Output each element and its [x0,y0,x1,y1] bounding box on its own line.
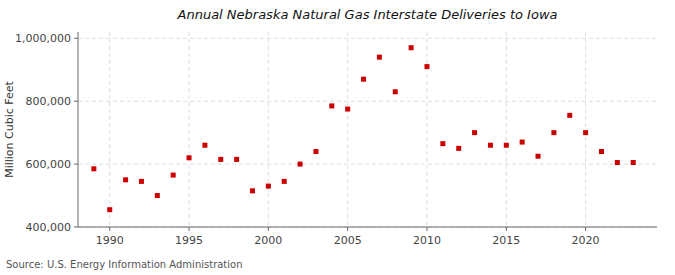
x-tick [426,227,427,231]
point [409,45,414,50]
y-grid-line [78,101,657,102]
x-tick-label: 1990 [96,234,124,247]
points [91,45,635,212]
point [551,130,556,135]
x-tick [347,227,348,231]
y-tick-label: 800,000 [26,95,72,108]
point [139,179,144,184]
point [377,55,382,60]
grid [78,32,657,227]
point [298,162,303,167]
x-grid-line [347,32,348,227]
point [440,141,445,146]
point [187,155,192,160]
point [218,157,223,162]
y-tick-label: 400,000 [26,221,72,234]
point [567,113,572,118]
x-grid-line [506,32,507,227]
x-tick-label: 2010 [413,234,441,247]
x-grid-line [426,32,427,227]
point [599,149,604,154]
title: Annual Nebraska Natural Gas Interstate D… [177,7,558,22]
y-tick [74,164,78,165]
x-grid-line [268,32,269,227]
chart: 400,000 600,000 800,000 1,000,000 1990 1995 20… [0,0,675,275]
y-grid-line [78,227,657,228]
x-tick [109,227,110,231]
y-tick-label: 600,000 [26,158,72,171]
y-tick [74,101,78,102]
point [313,149,318,154]
point [472,130,477,135]
point [266,184,271,189]
point [171,173,176,178]
x-grid-line [585,32,586,227]
y-grid-line [78,164,657,165]
point [393,89,398,94]
x-grid-line [109,32,110,227]
point [329,103,334,108]
point [583,130,588,135]
point [424,64,429,69]
x-tick-label: 2000 [254,234,282,247]
y-axis-label: Million Cubic Feet [3,80,16,177]
point [536,154,541,159]
point [234,157,239,162]
x-tick [189,227,190,231]
point [155,193,160,198]
point [282,179,287,184]
x-tick-label: 1995 [175,234,203,247]
x-tick [585,227,586,231]
y-tick [74,227,78,228]
point [456,146,461,151]
y-tick-label: 1,000,000 [15,32,71,45]
point [123,177,128,182]
y-grid-line [78,38,657,39]
point [520,140,525,145]
point [345,107,350,112]
x-tick [506,227,507,231]
annotation: Source: U.S. Energy Information Administ… [6,259,243,270]
point [631,160,636,165]
x-axis-line [78,227,657,228]
point [361,77,366,82]
x-tick-label: 2015 [492,234,520,247]
y-tick [74,38,78,39]
x-tick-label: 2020 [572,234,600,247]
y-axis-line [78,32,79,227]
point [107,207,112,212]
point [488,143,493,148]
point [504,143,509,148]
point [615,160,620,165]
x-grid-line [189,32,190,227]
point [91,166,96,171]
point [202,143,207,148]
x-tick [268,227,269,231]
point [250,188,255,193]
x-tick-label: 2005 [334,234,362,247]
